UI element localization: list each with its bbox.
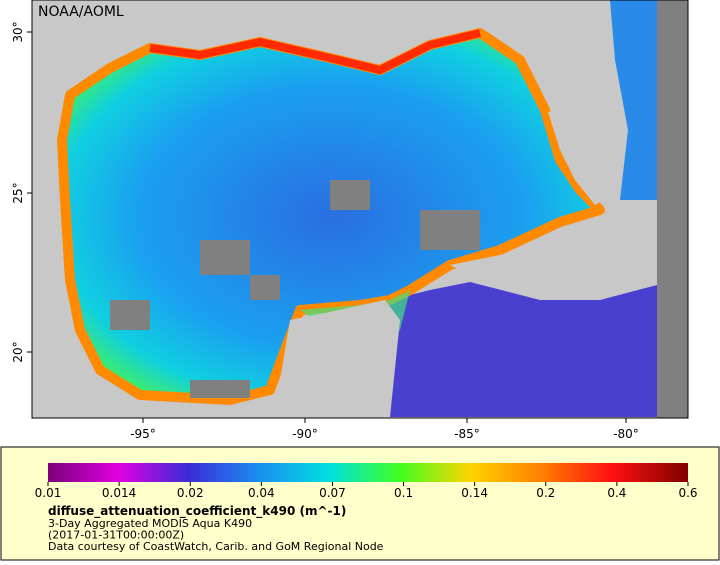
colorbar-label: 0.2 [536, 486, 555, 500]
legend-line: Data courtesy of CoastWatch, Carib. and … [48, 540, 384, 553]
colorbar-label: 0.01 [35, 486, 62, 500]
north-coast [149, 29, 481, 75]
colorbar-label: 0.02 [177, 486, 204, 500]
map-label: NOAA/AOML [38, 4, 124, 20]
colorbar-label: 0.07 [319, 486, 346, 500]
map: NOAA/AOML [31, 0, 689, 419]
legend-line: 3-Day Aggregated MODIS Aqua K490 [48, 517, 252, 530]
florida [548, 90, 618, 205]
colorbar [48, 463, 688, 482]
colorbar-label: 0.04 [248, 486, 275, 500]
lon-label: -80° [613, 427, 639, 441]
lon-label: -85° [454, 427, 480, 441]
legend-title: diffuse_attenuation_coefficient_k490 (m^… [48, 504, 346, 519]
caribbean [380, 282, 657, 417]
legend-line: (2017-01-31T00:00:00Z) [48, 529, 184, 542]
colorbar-label: 0.4 [607, 486, 626, 500]
cuba [450, 255, 605, 300]
lat-label: 20° [11, 341, 25, 362]
map-frame [31, 0, 689, 419]
lat-label: 25° [11, 182, 25, 203]
atlantic [610, 0, 657, 200]
yucatan [270, 300, 400, 417]
colorbar-label: 0.14 [461, 486, 488, 500]
no-data-strip [657, 0, 688, 418]
lon-label: -95° [130, 427, 156, 441]
lon-label: -90° [292, 427, 318, 441]
cloud-patches [110, 180, 480, 398]
colorbar-label: 0.014 [102, 486, 136, 500]
colorbar-label: 0.1 [394, 486, 413, 500]
lat-label: 30° [11, 21, 25, 42]
colorbar-label: 0.6 [678, 486, 697, 500]
